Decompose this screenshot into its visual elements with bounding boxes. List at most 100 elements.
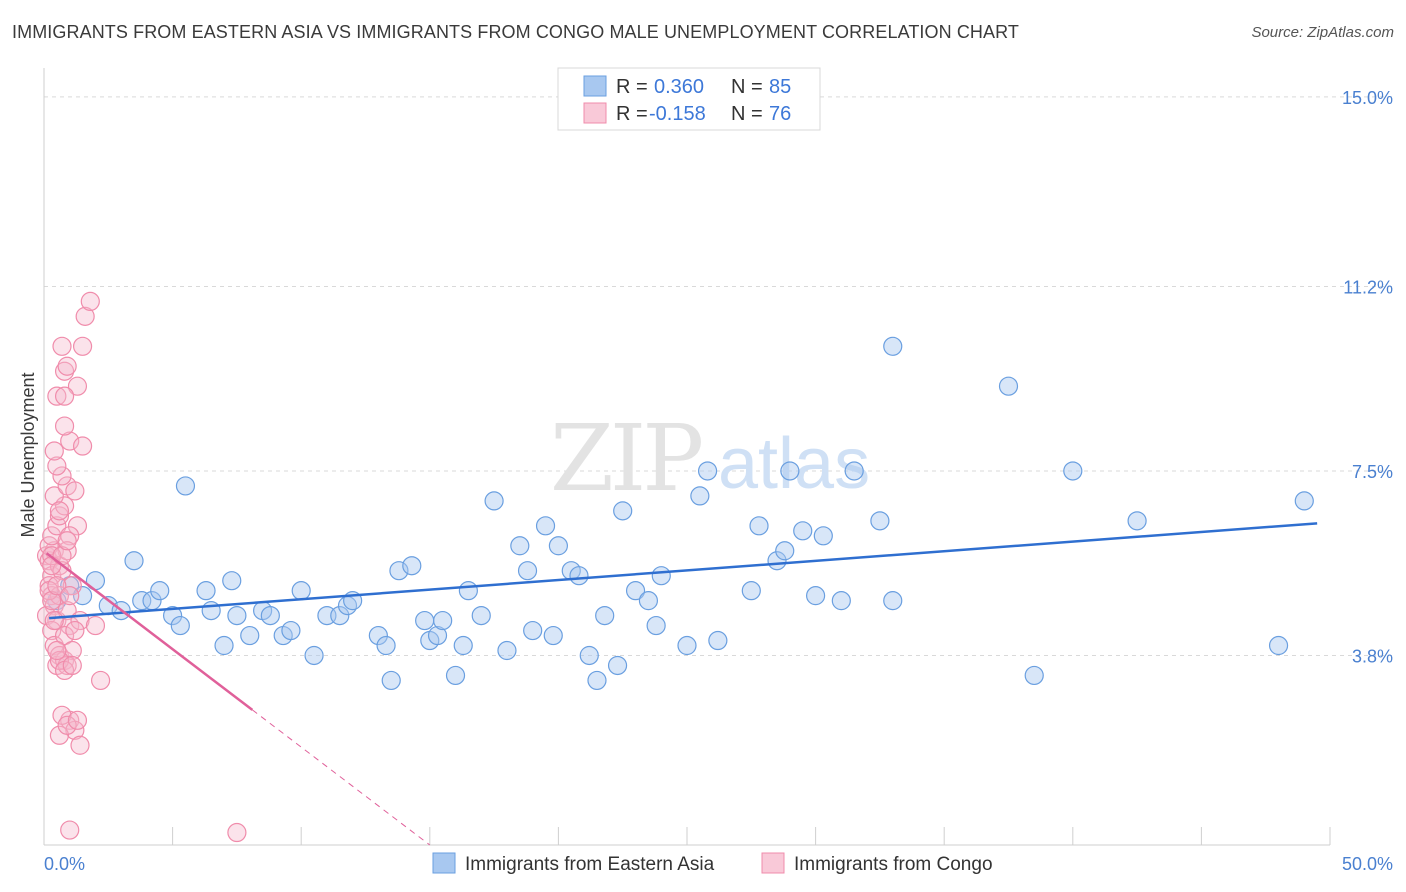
point-eastern-asia [548, 536, 569, 556]
point-congo [65, 481, 85, 501]
point-congo [65, 620, 85, 641]
y-tick-label: 7.5% [1352, 462, 1393, 482]
legend-swatch-congo [583, 102, 607, 124]
point-congo [47, 386, 67, 406]
point-congo [60, 431, 80, 451]
point-eastern-asia [453, 635, 473, 656]
point-eastern-asia [510, 536, 530, 556]
point-congo [57, 715, 77, 735]
legend-n-label-2: N = [731, 103, 763, 125]
point-congo [72, 436, 93, 456]
point-congo [72, 336, 93, 356]
watermark: ZIP atlas [550, 405, 870, 512]
point-eastern-asia [376, 635, 396, 656]
point-congo [67, 376, 88, 396]
point-congo [44, 596, 64, 616]
point-congo [70, 735, 90, 755]
watermark-zip: ZIP [550, 405, 701, 512]
legend-n-value-1: 85 [769, 76, 791, 98]
point-eastern-asia [690, 486, 710, 506]
point-congo [52, 336, 72, 356]
point-eastern-asia [458, 581, 478, 601]
point-eastern-asia [625, 581, 646, 601]
point-eastern-asia [805, 586, 826, 606]
point-congo [227, 822, 247, 843]
point-eastern-asia [175, 476, 196, 496]
point-congo [52, 705, 72, 725]
point-eastern-asia [1024, 665, 1044, 686]
y-tick-labels: 3.8% 7.5% 11.2% 15.0% [1342, 88, 1393, 667]
point-congo [44, 441, 64, 461]
point-eastern-asia [196, 581, 216, 601]
legend-r-label-1: R = [616, 76, 648, 98]
point-congo [49, 506, 70, 526]
point-eastern-asia [775, 541, 795, 561]
bottom-legend-swatch-congo [761, 852, 785, 874]
chart-title: IMMIGRANTS FROM EASTERN ASIA VS IMMIGRAN… [12, 22, 1020, 42]
point-eastern-asia [471, 605, 491, 626]
bottom-legend-congo: Immigrants from Congo [794, 854, 993, 875]
point-eastern-asia [646, 615, 666, 636]
y-tick-label: 11.2% [1343, 277, 1393, 297]
point-congo [57, 601, 77, 621]
point-congo [62, 655, 82, 676]
point-eastern-asia [445, 665, 466, 686]
point-eastern-asia [1127, 511, 1147, 531]
point-eastern-asia [427, 625, 448, 646]
x-tick-label-max: 50.0% [1342, 854, 1393, 874]
point-eastern-asia [831, 591, 851, 611]
point-eastern-asia [883, 336, 903, 356]
point-eastern-asia [415, 610, 435, 631]
point-congo [60, 820, 80, 840]
point-congo [85, 615, 106, 636]
legend-n-label-1: N = [731, 76, 763, 98]
point-eastern-asia [381, 670, 401, 691]
point-eastern-asia [844, 461, 864, 481]
bottom-legend-eastern-asia: Immigrants from Eastern Asia [465, 854, 715, 875]
data-points [36, 291, 1314, 843]
point-eastern-asia [304, 645, 324, 666]
point-congo [60, 586, 80, 606]
bottom-legend: Immigrants from Eastern Asia Immigrants … [432, 852, 993, 875]
point-eastern-asia [402, 556, 422, 576]
trend-line-eastern-asia [49, 522, 1318, 620]
point-eastern-asia [677, 635, 697, 656]
point-congo [54, 361, 75, 381]
y-axis-label: Male Unemployment [18, 372, 38, 537]
point-eastern-asia [1294, 491, 1314, 511]
point-eastern-asia [523, 620, 543, 641]
point-congo [47, 576, 67, 596]
chart-source: Source: ZipAtlas.com [1251, 24, 1394, 41]
point-congo [67, 516, 88, 536]
trend-line-congo [45, 552, 254, 711]
watermark-atlas: atlas [718, 424, 870, 504]
point-eastern-asia [214, 635, 234, 656]
point-eastern-asia [124, 551, 144, 571]
point-congo [54, 625, 75, 646]
x-tick-labels: 0.0% 50.0% [44, 854, 1393, 874]
legend: R = 0.360 N = 85 R = -0.158 N = 76 [557, 67, 821, 131]
point-eastern-asia [517, 561, 538, 581]
point-congo [60, 526, 80, 546]
trend-line-congo-extension [252, 709, 431, 846]
point-eastern-asia [870, 511, 890, 531]
y-tick-label: 3.8% [1352, 646, 1393, 666]
point-eastern-asia [638, 591, 659, 611]
point-eastern-asia [587, 670, 607, 691]
point-eastern-asia [883, 591, 903, 611]
point-eastern-asia [741, 581, 761, 601]
point-eastern-asia [163, 605, 183, 626]
point-eastern-asia [813, 526, 833, 546]
point-eastern-asia [607, 655, 628, 676]
point-congo [54, 416, 75, 436]
point-eastern-asia [1063, 461, 1083, 481]
point-eastern-asia [330, 605, 350, 626]
point-eastern-asia [150, 581, 170, 601]
point-congo [57, 356, 77, 376]
point-eastern-asia [368, 625, 388, 646]
point-eastern-asia [132, 591, 152, 611]
point-congo [57, 531, 77, 551]
y-tick-label: 15.0% [1342, 88, 1393, 108]
point-eastern-asia [389, 561, 409, 581]
